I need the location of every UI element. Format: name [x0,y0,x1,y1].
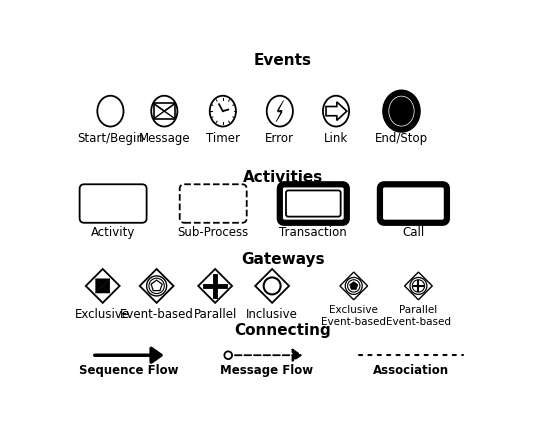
Text: Link: Link [324,132,348,145]
Text: Message Flow: Message Flow [220,365,314,378]
Text: End/Stop: End/Stop [375,132,428,145]
Text: Activities: Activities [243,170,323,185]
FancyBboxPatch shape [180,184,247,223]
Text: Parallel
Event-based: Parallel Event-based [386,305,451,327]
Text: Timer: Timer [206,132,240,145]
Text: Event-based: Event-based [120,308,194,321]
Text: Activity: Activity [91,226,135,239]
FancyBboxPatch shape [380,184,447,223]
Polygon shape [350,282,358,289]
Polygon shape [140,269,173,303]
Ellipse shape [389,96,414,126]
Polygon shape [86,269,120,303]
Text: Sequence Flow: Sequence Flow [79,365,179,378]
Polygon shape [95,286,110,293]
FancyBboxPatch shape [280,184,347,223]
Text: Exclusive
Event-based: Exclusive Event-based [321,305,386,327]
FancyBboxPatch shape [79,184,147,223]
Bar [153,103,175,119]
Text: Parallel: Parallel [193,308,237,321]
Polygon shape [198,269,232,303]
Polygon shape [255,269,289,303]
Text: Exclusive: Exclusive [75,308,130,321]
Polygon shape [95,279,103,293]
Text: Error: Error [266,132,294,145]
Text: Start/Begin: Start/Begin [77,132,144,145]
Text: Connecting: Connecting [235,323,331,338]
Text: Message: Message [139,132,190,145]
Polygon shape [103,279,110,293]
Polygon shape [405,272,432,300]
Text: Events: Events [254,54,312,68]
Text: Inclusive: Inclusive [246,308,298,321]
Polygon shape [276,100,284,122]
FancyBboxPatch shape [286,191,341,216]
Polygon shape [340,272,368,300]
Text: Transaction: Transaction [279,226,347,239]
Text: Call: Call [402,226,424,239]
Text: Sub-Process: Sub-Process [178,226,249,239]
Text: Association: Association [373,365,449,378]
Text: Gateways: Gateways [241,252,325,267]
Polygon shape [95,279,110,286]
